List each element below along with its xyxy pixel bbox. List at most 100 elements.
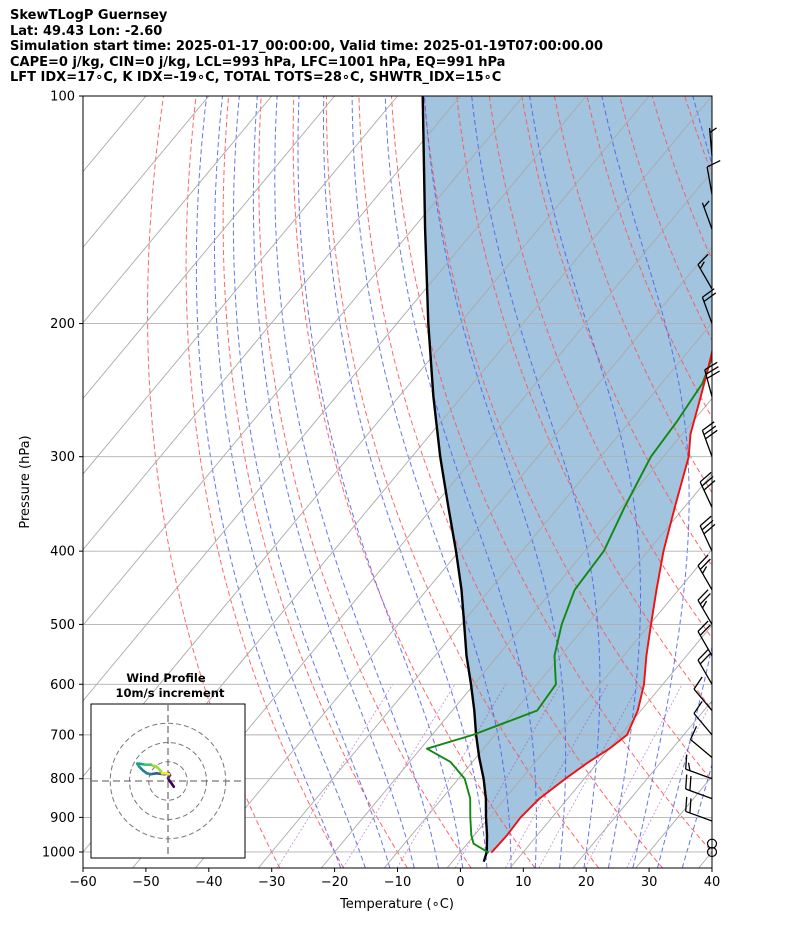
dry-adiabat: [783, 96, 794, 868]
x-tick-label: 0: [456, 875, 464, 890]
mixing-ratio-line: [626, 700, 712, 868]
wind-barb: [706, 160, 721, 195]
x-tick-label: 20: [578, 875, 595, 890]
x-tick-label: −20: [321, 875, 348, 890]
barb-shaft: [690, 739, 713, 759]
mixing-ratio-line: [505, 684, 608, 868]
cape-cin-area: [422, 96, 712, 853]
y-tick-label: 800: [50, 772, 75, 787]
moist-adiabat: [232, 96, 391, 868]
y-tick-label: 400: [50, 545, 75, 560]
barb-feather: [703, 523, 716, 535]
moist-adiabat: [351, 96, 512, 868]
moist-adiabat: [529, 96, 641, 868]
parcel-line: [421, 96, 489, 863]
wind-barb: [701, 200, 713, 230]
mixing-ratio-line: [538, 684, 640, 868]
barb-feather: [697, 554, 709, 567]
barb-shaft: [701, 297, 713, 324]
barb-feather: [701, 566, 708, 574]
isotherm: [83, 96, 210, 248]
isotherm: [83, 96, 273, 324]
x-tick-label: 40: [704, 875, 721, 890]
y-tick-label: 100: [50, 90, 75, 105]
wind-barb: [685, 796, 713, 822]
barb-feather: [689, 798, 692, 814]
y-tick-label: 700: [50, 728, 75, 743]
barb-feather: [697, 253, 709, 266]
wind-barb: [697, 649, 713, 685]
barb-feather: [693, 701, 703, 714]
moist-adiabats: [195, 96, 712, 868]
x-axis-label: Temperature (∘C): [339, 897, 454, 912]
barb-shaft: [685, 768, 713, 780]
wind-barb: [699, 515, 716, 552]
x-tick-label: 10: [515, 875, 532, 890]
moist-adiabat: [195, 96, 342, 868]
moist-adiabat: [384, 96, 537, 868]
y-tick-label: 600: [50, 678, 75, 693]
barb-shaft: [693, 688, 713, 711]
moist-adiabat: [297, 96, 464, 868]
wind-barb: [699, 471, 716, 508]
mixing-ratio-line: [584, 684, 683, 868]
profile-series: [421, 96, 712, 863]
isotherm: [83, 96, 335, 400]
dry-adiabat: [750, 96, 794, 868]
barb-feather: [699, 515, 712, 527]
barb-feather: [699, 653, 711, 665]
y-tick-label: 300: [50, 450, 75, 465]
isotherm: [258, 322, 712, 868]
barb-shaft: [697, 264, 713, 290]
isotherm: [509, 624, 712, 868]
isotherm: [83, 96, 461, 551]
isotherm: [572, 700, 712, 868]
isotherm: [383, 473, 712, 868]
moist-adiabat: [601, 96, 690, 868]
hodograph-title: Wind Profile: [126, 671, 206, 685]
dry-adiabat: [325, 96, 600, 868]
barb-shaft: [697, 659, 713, 685]
moist-adiabat: [657, 96, 712, 868]
wind-barb: [693, 701, 713, 736]
x-tick-label: −60: [69, 875, 96, 890]
isotherm: [83, 96, 524, 626]
axes: −60 −50 −40 −30 −20 −10 0 10 20 30 40 1000 900 800 700…: [42, 90, 720, 891]
barb-feather: [703, 480, 716, 491]
barb-feather: [685, 796, 688, 812]
barb-feather: [697, 589, 709, 601]
dry-adiabat: [222, 96, 408, 868]
y-axis-label: Pressure (hPa): [18, 435, 33, 528]
barb-shaft: [697, 599, 713, 625]
barb-feather: [705, 429, 718, 440]
wind-barb: [697, 620, 713, 657]
barb-shaft: [699, 525, 713, 552]
location-line: Lat: 49.43 Lon: -2.60: [10, 23, 163, 39]
wind-barb: [701, 421, 718, 457]
barb-feather: [709, 127, 717, 133]
barb-feather: [699, 624, 711, 636]
barb-feather: [689, 776, 692, 791]
barb-shaft: [693, 713, 713, 736]
barb-feather: [699, 471, 712, 483]
dry-adiabat: [147, 96, 281, 868]
barb-feather: [703, 200, 710, 208]
chart-title: SkewTLogP Guernsey: [10, 8, 168, 23]
barb-feather: [706, 370, 720, 380]
index-line: LFT IDX=17∘C, K IDX=-19∘C, TOTAL TOTS=28…: [10, 70, 502, 85]
barb-feather: [703, 292, 717, 303]
hodograph-grid: [91, 704, 245, 858]
mixing-ratio-line: [342, 684, 456, 868]
barb-shaft: [704, 369, 713, 398]
y-tick-label: 200: [50, 317, 75, 332]
x-tick-label: −40: [195, 875, 222, 890]
y-tick-label: 900: [50, 811, 75, 826]
moist-adiabat: [274, 96, 440, 868]
wind-barb: [685, 774, 713, 800]
mixing-ratio-line: [276, 684, 394, 868]
dry-adiabat: [185, 96, 345, 868]
dry-adiabat: [292, 96, 536, 868]
isotherm: [83, 96, 398, 475]
barb-feather: [699, 261, 705, 269]
